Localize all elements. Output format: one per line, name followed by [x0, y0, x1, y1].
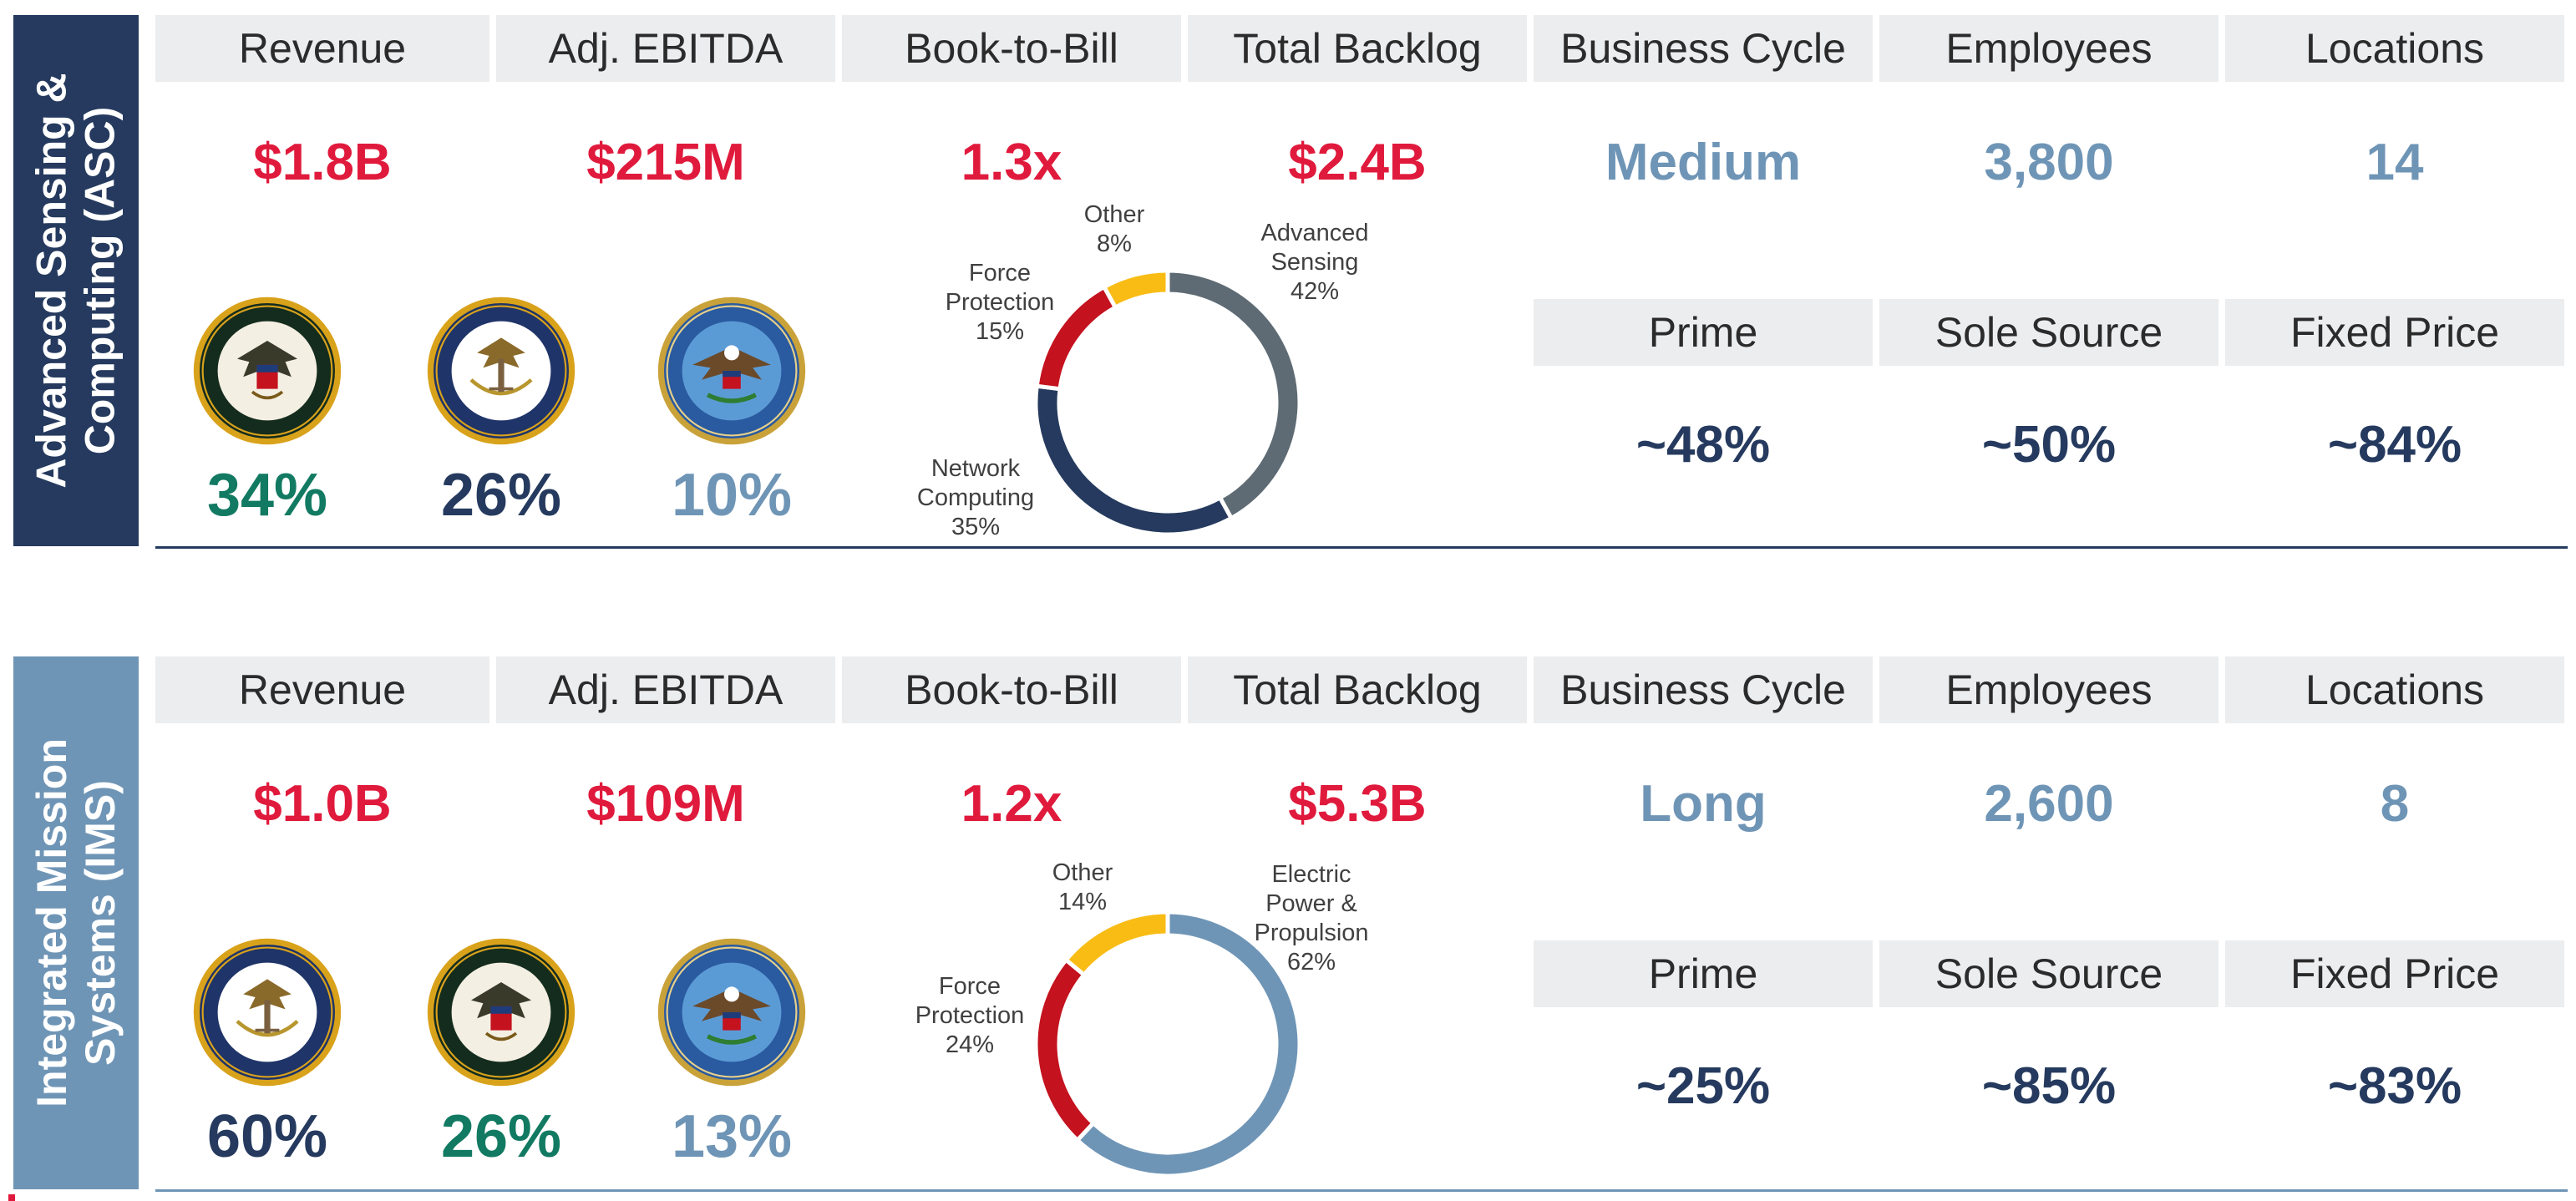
- locations-header: Locations: [2225, 15, 2564, 82]
- locations-value: 14: [2366, 133, 2424, 191]
- navy-share: 60%: [206, 1103, 328, 1170]
- ims-donut-svg: [1033, 910, 1302, 1178]
- prime-header: Prime: [1534, 299, 1873, 366]
- asc-label-force-protection: Force Protection 15%: [945, 260, 1055, 345]
- revenue-value: $1.0B: [253, 774, 392, 833]
- ims-donut-chart: [1026, 902, 1310, 1186]
- asc-slice-other: [1101, 268, 1170, 311]
- sidebar-line-1: Integrated Mission: [28, 738, 76, 1107]
- asc-donut-svg: [1033, 268, 1302, 537]
- sole-source-value: ~85%: [1981, 1057, 2117, 1115]
- army-share: 34%: [206, 462, 328, 529]
- sole-source-header: Sole Source: [1879, 299, 2219, 366]
- locations-value: 8: [2380, 774, 2410, 833]
- backlog-value: $2.4B: [1288, 133, 1427, 191]
- sidebar-line-1: Advanced Sensing &: [28, 73, 75, 489]
- prime-value: ~48%: [1635, 415, 1771, 474]
- asc-label-advanced-sensing: Advanced Sensing 42%: [1260, 220, 1369, 305]
- section-divider: [155, 546, 2568, 549]
- asc-label-network-computing: Network Computing 35%: [916, 455, 1035, 540]
- ims-segment: Integrated Mission Systems (IMS) Revenue…: [0, 656, 2576, 1201]
- book-to-bill-header: Book-to-Bill: [842, 15, 1181, 82]
- employees-value: 2,600: [1984, 774, 2114, 833]
- ims-slice-force-protection: [1033, 956, 1097, 1143]
- army-share: 26%: [440, 1103, 562, 1170]
- ebitda-header: Adj. EBITDA: [496, 15, 835, 82]
- ebitda-header: Adj. EBITDA: [496, 656, 835, 723]
- sidebar-line-2: Systems (IMS): [77, 780, 124, 1066]
- ebitda-value: $215M: [586, 133, 745, 191]
- book-to-bill-header: Book-to-Bill: [842, 656, 1181, 723]
- corner-accent-mark: [8, 1194, 15, 1201]
- prime-value: ~25%: [1635, 1057, 1771, 1115]
- ims-slice-electric-power-propulsion: [1074, 910, 1302, 1178]
- business-cycle-value: Long: [1640, 774, 1767, 833]
- revenue-value: $1.8B: [253, 133, 392, 191]
- dod-share: 10%: [671, 462, 793, 529]
- segment-sidebar: Advanced Sensing & Computing (ASC): [13, 15, 139, 546]
- locations-header: Locations: [2225, 656, 2564, 723]
- fixed-price-header: Fixed Price: [2225, 940, 2564, 1007]
- business-cycle-header: Business Cycle: [1534, 15, 1873, 82]
- fixed-price-value: ~83%: [2327, 1057, 2462, 1115]
- backlog-header: Total Backlog: [1188, 15, 1527, 82]
- employees-header: Employees: [1879, 15, 2219, 82]
- asc-donut-chart: [1026, 261, 1310, 545]
- book-to-bill-value: 1.2x: [961, 774, 1062, 833]
- ims-label-force-protection: Force Protection 24%: [915, 973, 1025, 1058]
- ebitda-value: $109M: [586, 774, 745, 833]
- sidebar-line-2: Computing (ASC): [77, 106, 124, 455]
- sole-source-value: ~50%: [1981, 415, 2117, 474]
- army-seal-icon: [426, 937, 576, 1087]
- section-divider: [155, 1189, 2568, 1192]
- ims-slice-other: [1062, 910, 1170, 978]
- revenue-header: Revenue: [155, 656, 489, 723]
- book-to-bill-value: 1.3x: [961, 133, 1062, 191]
- dod-share: 13%: [671, 1103, 793, 1170]
- asc-slice-network-computing: [1033, 383, 1235, 537]
- ims-label-electric-power-propulsion: Electric Power & Propulsion 62%: [1254, 861, 1369, 975]
- employees-value: 3,800: [1984, 133, 2114, 191]
- asc-segment: Advanced Sensing & Computing (ASC) Reven…: [0, 15, 2576, 566]
- fixed-price-value: ~84%: [2327, 415, 2462, 474]
- backlog-value: $5.3B: [1288, 774, 1427, 833]
- sole-source-header: Sole Source: [1879, 940, 2219, 1007]
- segment-sidebar: Integrated Mission Systems (IMS): [13, 656, 139, 1189]
- prime-header: Prime: [1534, 940, 1873, 1007]
- navy-share: 26%: [440, 462, 562, 529]
- navy-seal-icon: [192, 937, 342, 1087]
- army-seal-icon: [192, 296, 342, 446]
- navy-seal-icon: [426, 296, 576, 446]
- asc-label-other: Other 8%: [1083, 201, 1145, 257]
- dod-seal-icon: [657, 296, 807, 446]
- dod-seal-icon: [657, 937, 807, 1087]
- asc-slice-advanced-sensing: [1165, 268, 1302, 521]
- business-cycle-header: Business Cycle: [1534, 656, 1873, 723]
- revenue-header: Revenue: [155, 15, 489, 82]
- business-cycle-value: Medium: [1605, 133, 1802, 191]
- ims-label-other: Other 14%: [1052, 859, 1113, 915]
- employees-header: Employees: [1879, 656, 2219, 723]
- fixed-price-header: Fixed Price: [2225, 299, 2564, 366]
- backlog-header: Total Backlog: [1188, 656, 1527, 723]
